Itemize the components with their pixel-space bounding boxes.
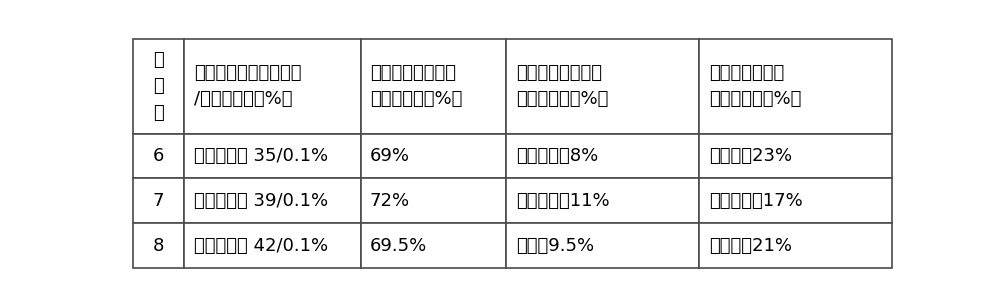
Bar xyxy=(184,133,361,178)
Text: 7: 7 xyxy=(153,192,164,210)
Text: 72%: 72% xyxy=(370,192,410,210)
Bar xyxy=(133,223,184,268)
Bar xyxy=(184,39,361,133)
Text: 钽粉、小于 35/0.1%: 钽粉、小于 35/0.1% xyxy=(194,147,328,165)
Bar xyxy=(184,178,361,223)
Text: 双氧水、23%: 双氧水、23% xyxy=(709,147,792,165)
Bar xyxy=(184,223,361,268)
Text: 钽粉或铌粉所占的
体积百分比（%）: 钽粉或铌粉所占的 体积百分比（%） xyxy=(370,64,462,109)
Bar xyxy=(361,133,506,178)
Bar xyxy=(361,223,506,268)
Bar xyxy=(361,178,506,223)
Bar xyxy=(506,223,699,268)
Bar xyxy=(133,39,184,133)
Text: 8: 8 xyxy=(153,237,164,255)
Text: 石蜡、9.5%: 石蜡、9.5% xyxy=(516,237,594,255)
Bar xyxy=(699,133,892,178)
Bar xyxy=(506,39,699,133)
Text: 6: 6 xyxy=(153,147,164,165)
Bar xyxy=(699,223,892,268)
Text: 钽或铌粉粒径（微米）
/氧含量小于（%）: 钽或铌粉粒径（微米） /氧含量小于（%） xyxy=(194,64,301,109)
Bar xyxy=(699,178,892,223)
Bar xyxy=(506,178,699,223)
Text: 实
施
例: 实 施 例 xyxy=(153,51,164,122)
Text: 造孔剂及其所占
体积百分比（%）: 造孔剂及其所占 体积百分比（%） xyxy=(709,64,801,109)
Bar xyxy=(133,133,184,178)
Text: 69%: 69% xyxy=(370,147,410,165)
Text: 碳酸氢铵、17%: 碳酸氢铵、17% xyxy=(709,192,802,210)
Text: 双氧水、21%: 双氧水、21% xyxy=(709,237,792,255)
Text: 硬脂酸锌、8%: 硬脂酸锌、8% xyxy=(516,147,598,165)
Text: 钽粉、小于 42/0.1%: 钽粉、小于 42/0.1% xyxy=(194,237,328,255)
Bar xyxy=(506,133,699,178)
Text: 69.5%: 69.5% xyxy=(370,237,427,255)
Text: 异戊橡胶、11%: 异戊橡胶、11% xyxy=(516,192,609,210)
Bar xyxy=(699,39,892,133)
Bar xyxy=(361,39,506,133)
Text: 成型剂及其所占的
体积百分比（%）: 成型剂及其所占的 体积百分比（%） xyxy=(516,64,608,109)
Text: 铌粉、小于 39/0.1%: 铌粉、小于 39/0.1% xyxy=(194,192,328,210)
Bar xyxy=(133,178,184,223)
